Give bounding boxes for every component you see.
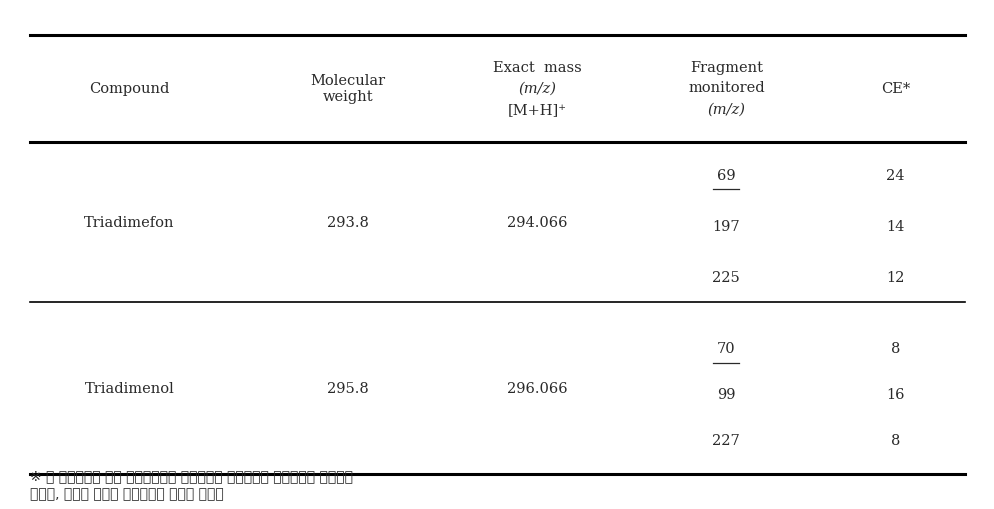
Text: 16: 16 (886, 387, 904, 402)
Text: 70: 70 (717, 342, 735, 356)
Text: 8: 8 (890, 342, 900, 356)
Text: 있으며, 제시된 이외의 토막이온도 적용이 가능함: 있으며, 제시된 이외의 토막이온도 적용이 가능함 (30, 486, 224, 500)
Text: 295.8: 295.8 (327, 382, 369, 395)
Text: Triadimenol: Triadimenol (84, 382, 174, 395)
Text: 197: 197 (712, 219, 740, 234)
Text: 225: 225 (712, 270, 740, 285)
Text: 296.066: 296.066 (507, 382, 567, 395)
Text: Exact  mass: Exact mass (492, 61, 581, 75)
Text: Compound: Compound (89, 82, 169, 96)
Text: CE*: CE* (880, 82, 910, 96)
Text: 69: 69 (717, 168, 735, 183)
Text: 12: 12 (886, 270, 904, 285)
Text: 227: 227 (712, 433, 740, 447)
Text: [M+H]⁺: [M+H]⁺ (507, 102, 567, 117)
Text: 24: 24 (886, 168, 904, 183)
Text: monitored: monitored (687, 81, 764, 95)
Text: 99: 99 (717, 387, 735, 402)
Text: (m/z): (m/z) (707, 102, 745, 117)
Text: 8: 8 (890, 433, 900, 447)
Text: Fragment: Fragment (689, 61, 762, 75)
Text: (m/z): (m/z) (518, 81, 556, 95)
Text: 294.066: 294.066 (507, 216, 567, 230)
Text: Molecular
weight: Molecular weight (310, 74, 386, 104)
Text: 293.8: 293.8 (327, 216, 369, 230)
Text: 14: 14 (886, 219, 904, 234)
Text: Triadimefon: Triadimefon (84, 216, 174, 230)
Text: ※ 각 토막이온에 대한 질량분석기의 기기조건은 사용기기의 최적값으로 변경하여: ※ 각 토막이온에 대한 질량분석기의 기기조건은 사용기기의 최적값으로 변경… (30, 469, 353, 483)
